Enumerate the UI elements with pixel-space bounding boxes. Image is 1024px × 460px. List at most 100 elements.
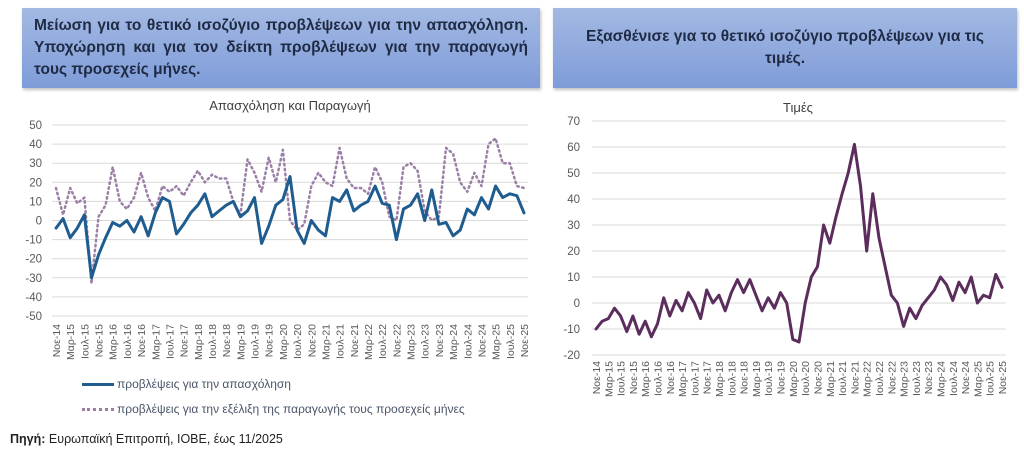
x-tick-label: Μαρ-25 — [972, 361, 984, 397]
x-tick-label: Μαρ-15 — [603, 361, 615, 397]
x-tick-label: Νοε-19 — [264, 324, 276, 357]
y-tick-label: 0 — [574, 298, 580, 310]
x-tick-label: Μαρ-25 — [491, 324, 503, 360]
x-tick-label: Ιουλ-22 — [874, 361, 886, 396]
x-tick-label: Ιουλ-16 — [122, 324, 134, 359]
y-tick-label: -20 — [563, 350, 580, 362]
x-tick-label: Νοε-19 — [776, 361, 788, 394]
x-tick-label: Νοε-20 — [306, 324, 318, 357]
x-tick-label: Μαρ-15 — [65, 324, 77, 360]
x-tick-label: Ιουλ-24 — [462, 324, 474, 359]
y-tick-label: 30 — [29, 158, 42, 170]
x-tick-label: Νοε-25 — [519, 324, 531, 357]
x-tick-label: Ιουλ-22 — [377, 324, 389, 359]
x-tick-label: Νοε-22 — [886, 361, 898, 394]
x-tick-label: Ιουλ-21 — [837, 361, 849, 396]
x-tick-label: Νοε-18 — [739, 361, 751, 394]
x-tick-label: Νοε-16 — [665, 361, 677, 394]
x-tick-label: Νοε-17 — [702, 361, 714, 394]
x-tick-label: Ιουλ-15 — [616, 361, 628, 396]
x-tick-label: Ιουλ-20 — [292, 324, 304, 359]
legend-production-label: προβλέψεις για την εξέλιξη της παραγωγής… — [117, 402, 465, 416]
chart-title: Απασχόληση και Παραγωγή — [209, 98, 371, 113]
x-tick-label: Μαρ-23 — [406, 324, 418, 360]
source-label: Πηγή: — [10, 432, 46, 446]
y-tick-label: -10 — [25, 235, 42, 247]
x-tick-label: Ιουλ-18 — [726, 361, 738, 396]
x-tick-label: Νοε-14 — [51, 324, 63, 357]
x-tick-label: Νοε-20 — [812, 361, 824, 394]
x-tick-label: Νοε-24 — [476, 324, 488, 357]
y-tick-label: -20 — [25, 254, 42, 266]
y-tick-label: -40 — [25, 292, 42, 304]
x-tick-label: Μαρ-19 — [235, 324, 247, 360]
x-tick-label: Μαρ-19 — [751, 361, 763, 397]
x-tick-label: Νοε-17 — [179, 324, 191, 357]
x-tick-label: Μαρ-16 — [640, 361, 652, 397]
x-tick-label: Ιουλ-23 — [420, 324, 432, 359]
y-tick-label: 50 — [567, 168, 580, 180]
y-tick-label: 30 — [567, 220, 580, 232]
x-tick-label: Μαρ-24 — [448, 324, 460, 360]
y-tick-label: -10 — [563, 324, 580, 336]
y-tick-label: 20 — [29, 177, 42, 189]
right-headline-box: Εξασθένισε για το θετικό ισοζύγιο προβλέ… — [553, 8, 1017, 88]
x-tick-label: Μαρ-17 — [677, 361, 689, 397]
left-headline-box: Μείωση για το θετικό ισοζύγιο προβλέψεων… — [22, 8, 540, 88]
x-tick-label: Νοε-21 — [349, 324, 361, 357]
chart-title: Τιμές — [783, 100, 813, 115]
legend-production: προβλέψεις για την εξέλιξη της παραγωγής… — [82, 402, 465, 416]
x-tick-label: Νοε-23 — [434, 324, 446, 357]
x-tick-label: Νοε-15 — [628, 361, 640, 394]
y-tick-label: -50 — [25, 311, 42, 323]
x-tick-label: Νοε-14 — [591, 361, 603, 394]
series-line-production — [54, 137, 526, 285]
x-tick-label: Ιουλ-24 — [948, 361, 960, 396]
x-tick-label: Μαρ-24 — [935, 361, 947, 397]
x-tick-label: Μαρ-18 — [193, 324, 205, 360]
series-line-prices — [594, 142, 1004, 344]
x-tick-label: Μαρ-21 — [825, 361, 837, 397]
right-headline: Εξασθένισε για το θετικό ισοζύγιο προβλέ… — [586, 28, 984, 67]
x-tick-label: Ιουλ-18 — [207, 324, 219, 359]
x-tick-label: Νοε-25 — [997, 361, 1009, 394]
y-tick-label: 50 — [29, 120, 42, 132]
x-tick-label: Νοε-16 — [136, 324, 148, 357]
x-tick-label: Μαρ-21 — [320, 324, 332, 360]
x-tick-label: Ιουλ-19 — [250, 324, 262, 359]
legend-dotted-swatch — [82, 407, 114, 411]
series-line-employment — [54, 175, 526, 280]
x-tick-label: Ιουλ-21 — [335, 324, 347, 359]
y-tick-label: 10 — [29, 196, 42, 208]
x-tick-label: Ιουλ-25 — [985, 361, 997, 396]
legend-employment-label: προβλέψεις για την απασχόληση — [117, 377, 291, 391]
x-tick-label: Ιουλ-16 — [653, 361, 665, 396]
x-tick-label: Νοε-15 — [94, 324, 106, 357]
x-tick-label: Ιουλ-17 — [164, 324, 176, 359]
y-tick-label: 0 — [36, 216, 42, 228]
x-tick-label: Ιουλ-23 — [911, 361, 923, 396]
x-tick-label: Μαρ-17 — [150, 324, 162, 360]
y-tick-label: 70 — [567, 116, 580, 128]
y-tick-label: 40 — [567, 194, 580, 206]
x-tick-label: Νοε-24 — [960, 361, 972, 394]
y-tick-label: 40 — [29, 139, 42, 151]
x-tick-label: Νοε-22 — [391, 324, 403, 357]
x-tick-label: Μαρ-23 — [899, 361, 911, 397]
y-tick-label: 20 — [567, 246, 580, 258]
x-tick-label: Ιουλ-15 — [79, 324, 91, 359]
legend-solid-swatch — [82, 382, 114, 386]
x-tick-label: Ιουλ-19 — [763, 361, 775, 396]
x-tick-label: Νοε-21 — [849, 361, 861, 394]
left-headline: Μείωση για το θετικό ισοζύγιο προβλέψεων… — [34, 17, 528, 78]
y-tick-label: -30 — [25, 273, 42, 285]
x-tick-label: Μαρ-20 — [278, 324, 290, 360]
x-tick-label: Μαρ-20 — [788, 361, 800, 397]
legend-employment: προβλέψεις για την απασχόληση — [82, 377, 291, 391]
x-tick-label: Ιουλ-17 — [689, 361, 701, 396]
y-tick-label: 60 — [567, 142, 580, 154]
x-tick-label: Ιουλ-25 — [505, 324, 517, 359]
x-tick-label: Νοε-18 — [221, 324, 233, 357]
x-tick-label: Μαρ-18 — [714, 361, 726, 397]
